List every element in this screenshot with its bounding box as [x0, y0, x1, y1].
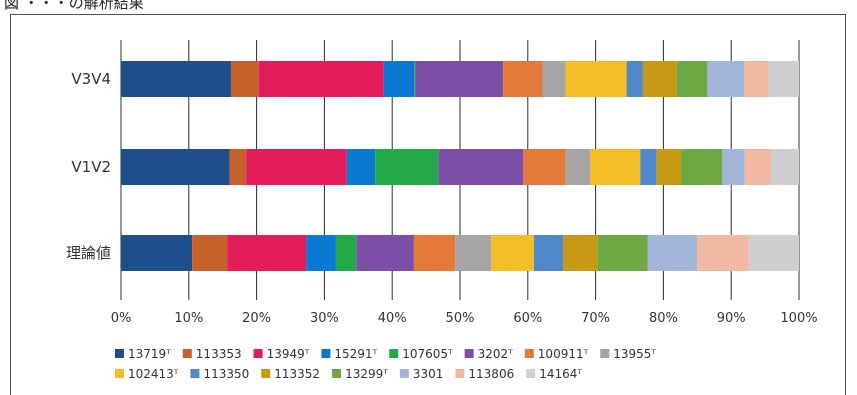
- legend-label: 13949ᵀ: [267, 347, 310, 361]
- bar-segment: [503, 61, 543, 97]
- bar-segment: [744, 149, 771, 185]
- x-tick-label: 40%: [378, 311, 407, 326]
- bar-segment: [413, 235, 456, 271]
- legend-label: 3301: [413, 367, 444, 381]
- bar-segment: [563, 235, 598, 271]
- bar-segment: [707, 61, 745, 97]
- legend-swatch: [600, 349, 610, 358]
- bar-segment: [656, 149, 682, 185]
- legend-label: 113806: [468, 367, 514, 381]
- x-tick-label: 0%: [111, 311, 132, 326]
- x-tick-label: 50%: [446, 311, 475, 326]
- bar-segment: [227, 235, 307, 271]
- legend-label: 14164ᵀ: [539, 367, 582, 381]
- bar-segment: [642, 61, 677, 97]
- legend-swatch: [253, 349, 263, 358]
- category-label: V3V4: [71, 70, 111, 88]
- bar-segment: [335, 235, 357, 271]
- bar-segment: [192, 235, 228, 271]
- bar-segment: [414, 61, 416, 97]
- bar-segment: [722, 149, 745, 185]
- figure-caption-clip: 図 ・・・の解析結果: [0, 0, 857, 14]
- chart-frame: [10, 14, 846, 395]
- bar-segment: [229, 149, 247, 185]
- figure-caption: 図 ・・・の解析結果: [4, 0, 144, 12]
- bar-segment: [768, 61, 799, 97]
- legend-swatch: [389, 349, 399, 358]
- bar-segment: [565, 61, 627, 97]
- legend-swatch: [332, 369, 342, 378]
- legend-label: 3202ᵀ: [478, 347, 514, 361]
- bar-segment: [455, 235, 492, 271]
- x-tick-label: 100%: [780, 311, 817, 326]
- bar-segment: [306, 235, 336, 271]
- bar-segment: [533, 235, 564, 271]
- bar-segment: [565, 149, 591, 185]
- legend-swatch: [526, 369, 536, 378]
- bar-segment: [676, 61, 708, 97]
- legend-label: 113353: [196, 347, 242, 361]
- bar-segment: [542, 61, 566, 97]
- x-tick-label: 30%: [310, 311, 339, 326]
- bar-segment: [597, 235, 648, 271]
- x-tick-label: 10%: [174, 311, 203, 326]
- legend-swatch: [455, 369, 465, 378]
- bar-segment: [491, 235, 534, 271]
- bar-segment: [697, 235, 749, 271]
- legend-label: 102413ᵀ: [128, 367, 179, 381]
- legend-label: 100911ᵀ: [538, 347, 589, 361]
- legend-label: 13955ᵀ: [613, 347, 656, 361]
- bar-segment: [681, 149, 723, 185]
- legend-label: 113352: [274, 367, 320, 381]
- legend-swatch: [115, 369, 124, 378]
- bar-segment: [230, 61, 259, 97]
- legend-swatch: [182, 349, 192, 358]
- x-tick-label: 20%: [242, 311, 271, 326]
- legend-label: 15291ᵀ: [334, 347, 377, 361]
- bar-segment: [121, 61, 231, 97]
- legend-swatch: [399, 369, 409, 378]
- category-label: 理論値: [66, 244, 111, 262]
- bar-segment: [415, 61, 504, 97]
- bar-segment: [258, 61, 384, 97]
- legend-swatch: [464, 349, 474, 358]
- x-tick-label: 80%: [649, 311, 678, 326]
- bar-segment: [626, 61, 643, 97]
- legend-swatch: [321, 349, 331, 358]
- legend-label: 107605ᵀ: [402, 347, 453, 361]
- bar-segment: [346, 149, 376, 185]
- bar-segment: [383, 61, 415, 97]
- bar-segment: [590, 149, 641, 185]
- bar-segment: [647, 235, 698, 271]
- x-tick-label: 70%: [581, 311, 610, 326]
- legend-swatch: [524, 349, 534, 358]
- legend-swatch: [261, 369, 271, 378]
- bar-segment: [375, 149, 439, 185]
- legend-label: 13299ᵀ: [345, 367, 388, 381]
- bar-segment: [523, 149, 566, 185]
- legend-swatch: [115, 349, 124, 358]
- bar-segment: [748, 235, 799, 271]
- bar-segment: [770, 149, 799, 185]
- bar-segment: [744, 61, 769, 97]
- bar-segment: [438, 149, 524, 185]
- legend-swatch: [190, 369, 200, 378]
- bar-segment: [121, 235, 193, 271]
- x-tick-label: 90%: [717, 311, 746, 326]
- legend-label: 13719ᵀ: [128, 347, 171, 361]
- legend-label: 113350: [203, 367, 249, 381]
- bar-segment: [356, 235, 414, 271]
- bar-segment: [246, 149, 347, 185]
- x-tick-label: 60%: [513, 311, 542, 326]
- category-label: V1V2: [71, 158, 111, 176]
- bar-segment: [640, 149, 657, 185]
- bar-segment: [121, 149, 230, 185]
